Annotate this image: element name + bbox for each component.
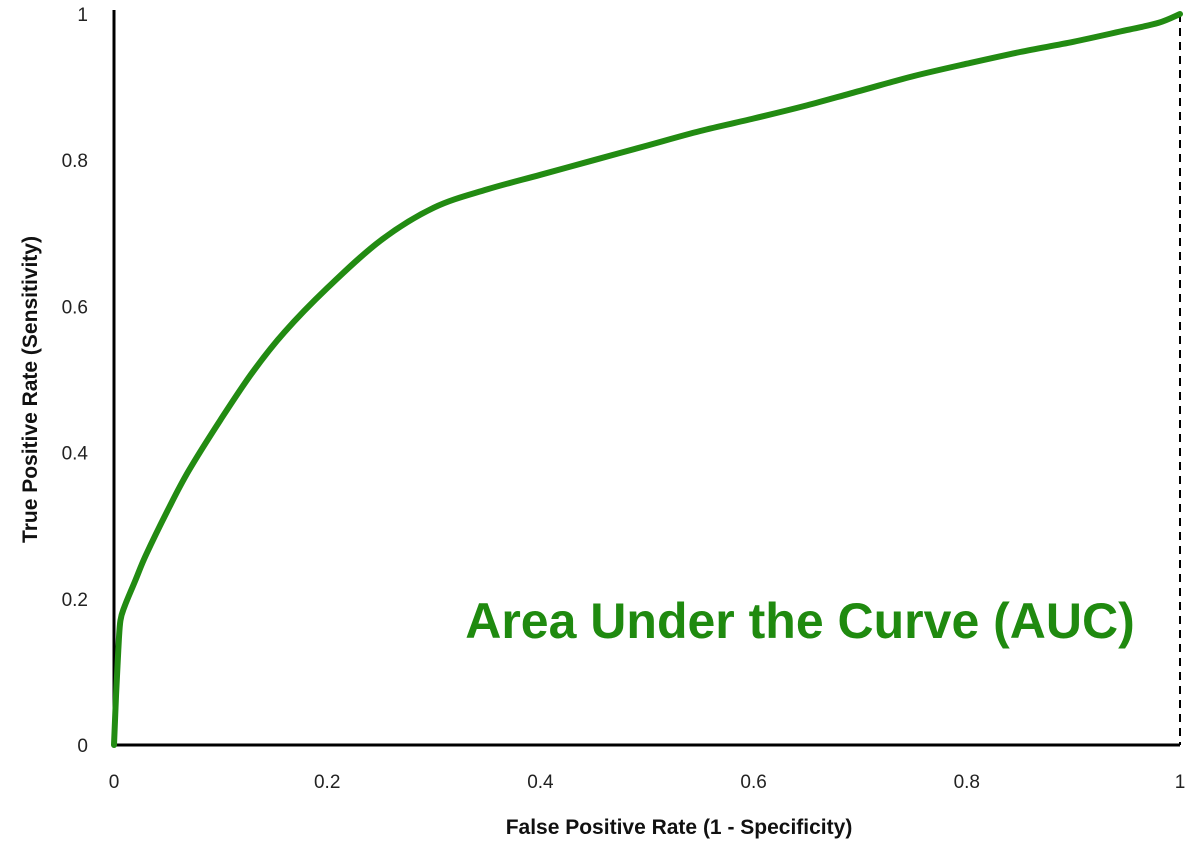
x-tick-label: 0.6 [740, 772, 766, 793]
y-tick-label: 0.8 [62, 151, 88, 172]
auc-annotation: Area Under the Curve (AUC) [465, 593, 1135, 649]
y-tick-label: 1 [77, 5, 88, 26]
y-tick-label: 0.4 [62, 444, 89, 465]
y-tick-label: 0.6 [62, 297, 88, 318]
x-tick-label: 1 [1175, 772, 1186, 793]
y-tick-label: 0.2 [62, 590, 88, 611]
roc-curve-line [111, 11, 1183, 748]
x-tick-label: 0.8 [954, 772, 980, 793]
x-tick-labels: 0 0.2 0.4 0.6 0.8 1 [109, 772, 1186, 793]
x-tick-label: 0.4 [527, 772, 554, 793]
x-tick-label: 0.2 [314, 772, 340, 793]
x-axis-title: False Positive Rate (1 - Specificity) [506, 816, 853, 839]
y-tick-labels: 0 0.2 0.4 0.6 0.8 1 [62, 5, 89, 757]
y-axis-title: True Positive Rate (Sensitivity) [19, 236, 42, 543]
axes [112, 10, 1181, 747]
x-tick-label: 0 [109, 772, 120, 793]
y-tick-label: 0 [77, 736, 88, 757]
